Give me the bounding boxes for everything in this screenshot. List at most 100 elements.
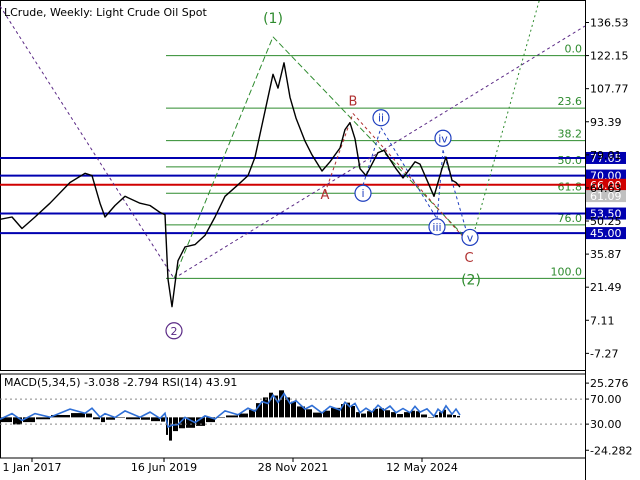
macd-bar [151,417,160,422]
macd-bar [421,414,427,418]
y-tick-label: 7.11 [590,314,615,327]
macd-bar [351,405,355,418]
fibonacci-levels: 0.0 23.6 38.2 50.0 61.8 76.0 100.0 [166,43,585,279]
wave-marker-i [354,184,372,202]
wave-label-A: A [321,188,330,203]
time-axis: 1 Jan 2017 16 Jun 2019 28 Nov 2021 12 May 2… [3,458,458,474]
fib-label: 100.0 [551,265,583,278]
macd-bar [269,392,273,418]
macd-bar [457,415,460,418]
macd-bar [391,412,396,418]
price-line [0,62,461,308]
macd-bar [411,410,415,418]
price-axis: 136.53 122.15 107.77 93.39 79.01 64.63 50.25 35… [585,16,629,360]
macd-bar [404,412,410,418]
macd-bar [239,413,248,418]
x-tick-label: 16 Jun 2019 [131,461,197,474]
x-tick-label: 28 Nov 2021 [258,461,328,474]
wave-1-guide [173,36,274,279]
indicator-tick-label: -24.282 [590,444,632,457]
wave-marker-two [165,322,183,340]
indicator-title: MACD(5,34,5) -3.038 -2.794 RSI(14) 43.91 [4,376,237,389]
y-tick-label: 64.63 [590,182,622,195]
wave-label-C: C [464,251,473,266]
macd-bar [36,417,50,420]
macd-bar [435,414,438,418]
y-tick-label: 107.77 [590,83,629,96]
wave-c-guide [352,113,470,244]
fib-label: 38.2 [558,128,583,141]
price-series [0,62,461,308]
level-label: 53.50 [590,208,622,221]
macd-bar [179,417,185,429]
macd-bar [285,397,290,418]
level-badge [586,207,626,220]
macd-bar [306,409,312,418]
macd-bar [297,406,305,418]
wave-label-w1: (1) [263,11,283,27]
indicator-tick-label: 25.276 [590,377,629,390]
macd-bar [51,414,70,418]
macd-bar [274,395,278,418]
x-tick-label: 12 May 2024 [386,461,458,474]
wave-channel-line [0,5,175,279]
level-label: 61.09 [590,190,622,203]
macd-bar [86,413,92,418]
fib-label: 0.0 [565,43,583,56]
fib-label: 23.6 [558,95,583,108]
wave-label-i: i [361,187,364,200]
rsi-line [0,392,461,429]
level-badge [586,169,626,182]
y-tick-label: 35.87 [590,248,622,261]
indicator-panel: 25.276 70.00 30.00 -24.282 [0,373,632,459]
macd-bar [346,402,350,418]
wave-label-ii: ii [378,112,384,125]
wave-label-B: B [349,94,358,109]
macd-bar [361,413,366,418]
macd-bar [453,414,456,418]
macd-bar [356,412,360,418]
level-badge [586,178,626,191]
macd-bar [331,407,340,418]
sub-wave-guide [442,150,471,244]
macd-bar [263,397,268,418]
macd-bar [279,390,284,418]
macd-bar [416,411,420,418]
level-label: 45.00 [590,227,622,240]
macd-bar [443,409,446,418]
macd-bar [126,417,140,420]
macd-bar [206,417,215,423]
macd-bar [161,417,165,422]
wave-label-iv: iv [438,132,448,145]
macd-bar [439,412,442,418]
fib-label: 50.0 [558,154,583,167]
macd-bar [141,417,150,420]
sub-wave-guide [380,127,438,220]
wave-label-two: 2 [171,325,178,338]
macd-bar [291,401,296,418]
macd-bar [379,408,384,418]
wave-marker-iii [428,218,446,236]
macd-bar [1,417,12,423]
macd-bar [341,404,345,418]
wave-marker-ii [372,109,390,127]
macd-bar [373,408,378,418]
y-tick-label: 93.39 [590,116,622,129]
level-badge [586,151,626,164]
x-tick-label: 1 Jan 2017 [3,461,62,474]
wave-label-iii: iii [432,221,441,234]
macd-bar [101,417,105,423]
macd-bar [71,413,85,418]
macd-bar [249,409,255,418]
wave-guides [0,0,586,279]
y-tick-label: 21.49 [590,281,622,294]
macd-bar [13,417,22,425]
sub-wave-guide [362,127,382,186]
indicator-tick-label: 70.00 [590,393,622,406]
macd-bar [186,417,195,428]
indicator-tick-label: 30.00 [590,418,622,431]
wave-3-projection [470,0,540,244]
